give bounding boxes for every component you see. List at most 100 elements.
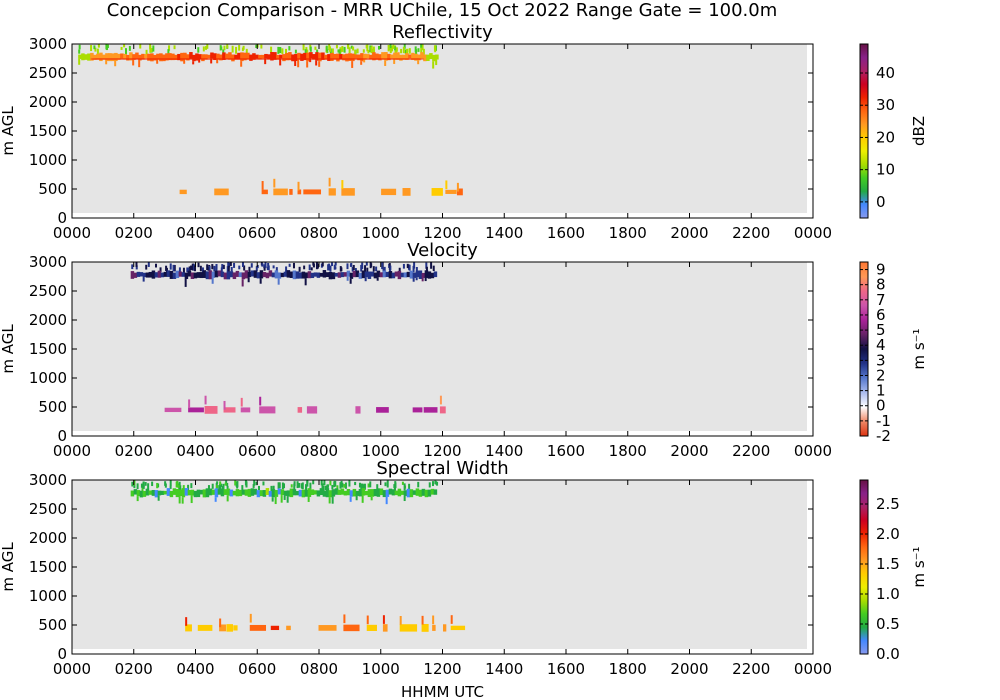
echo-column [151, 489, 156, 496]
echo-column [213, 53, 217, 61]
echo-column [259, 270, 264, 279]
y-tick-label: 2000 [29, 311, 67, 329]
echo-column [163, 490, 168, 495]
echo-column [148, 490, 153, 495]
x-tick-label: 0400 [176, 442, 214, 460]
echo-pixel [280, 495, 283, 503]
echo-pixel [169, 485, 172, 489]
echo-column [237, 52, 241, 60]
colorbar-tick-label: -1 [876, 412, 891, 430]
echo-pixel [90, 45, 93, 52]
echo-pixel [199, 265, 202, 272]
echo-column [429, 53, 433, 60]
echo-pixel [321, 483, 324, 489]
echo-pixel [413, 262, 416, 269]
echo-column [219, 54, 223, 61]
echo-column [282, 54, 286, 62]
echo-column [288, 52, 292, 61]
echo-column [379, 272, 384, 278]
echo-pixel [222, 264, 225, 270]
y-tick-label: 0 [57, 645, 67, 663]
echo-pixel [191, 263, 194, 271]
echo-pixel [197, 262, 200, 268]
echo-column [427, 489, 432, 497]
echo-pixel [352, 264, 355, 271]
echo-column [133, 272, 138, 278]
echo-pixel [236, 484, 239, 489]
echo-segment [423, 407, 438, 413]
echo-pixel [434, 480, 437, 485]
echo-column [403, 272, 408, 278]
echo-column [361, 270, 366, 279]
colorbar-tick-label: 1.0 [876, 585, 900, 603]
echo-pixel [298, 266, 301, 272]
echo-pixel [331, 48, 334, 56]
echo-pixel [275, 267, 278, 271]
echo-pixel [308, 264, 311, 271]
echo-column [376, 270, 381, 278]
echo-column [190, 489, 195, 496]
echo-pixel [235, 46, 238, 54]
echo-pixel [343, 614, 346, 624]
echo-column [427, 271, 432, 279]
echo-pixel [106, 44, 109, 48]
echo-pixel [288, 46, 291, 51]
echo-pixel [133, 480, 136, 486]
echo-segment [431, 188, 443, 196]
echo-pixel [388, 267, 391, 274]
echo-column [364, 271, 369, 278]
echo-column [234, 54, 238, 60]
echo-pixel [164, 483, 167, 488]
echo-segment [412, 407, 423, 413]
echo-column [186, 54, 190, 61]
echo-column [393, 52, 397, 60]
echo-segment [318, 625, 337, 631]
echo-pixel [347, 44, 350, 50]
echo-pixel [182, 267, 185, 275]
x-tick-label: 2200 [732, 442, 770, 460]
y-tick-label: 1500 [29, 340, 67, 358]
echo-column [250, 270, 255, 277]
echo-pixel [245, 48, 248, 55]
echo-pixel [386, 480, 389, 488]
colorbar-tick-label: 3 [876, 351, 886, 369]
echo-column [141, 53, 145, 60]
echo-column [142, 272, 147, 278]
echo-pixel [183, 59, 186, 64]
echo-pixel [384, 60, 387, 66]
echo-pixel [114, 61, 117, 67]
echo-column [148, 271, 153, 278]
echo-pixel [382, 615, 385, 624]
echo-pixel [372, 46, 375, 54]
echo-column [241, 272, 246, 280]
echo-column [244, 489, 249, 496]
echo-column [232, 272, 237, 280]
echo-column [193, 490, 198, 498]
echo-column [259, 490, 264, 497]
echo-pixel [177, 483, 180, 489]
echo-pixel [157, 495, 160, 501]
echo-column [189, 52, 193, 59]
echo-column [322, 490, 327, 497]
echo-column [163, 271, 168, 277]
echo-pixel [339, 482, 342, 489]
echo-pixel [264, 262, 267, 269]
echo-column [144, 54, 148, 59]
echo-pixel [264, 58, 267, 65]
echo-pixel [316, 49, 319, 55]
echo-column [105, 53, 109, 62]
echo-column [390, 54, 394, 59]
echo-pixel [349, 278, 352, 284]
echo-pixel [389, 44, 392, 51]
echo-pixel [309, 482, 312, 490]
echo-segment [306, 406, 318, 414]
echo-column [130, 271, 135, 279]
echo-pixel [352, 46, 355, 51]
echo-column [300, 53, 304, 61]
x-tick-label: 0000 [794, 660, 832, 678]
echo-column [207, 54, 211, 59]
x-tick-label: 1200 [423, 442, 461, 460]
echo-column [271, 272, 276, 278]
echo-column [169, 490, 174, 498]
echo-column [108, 53, 112, 62]
